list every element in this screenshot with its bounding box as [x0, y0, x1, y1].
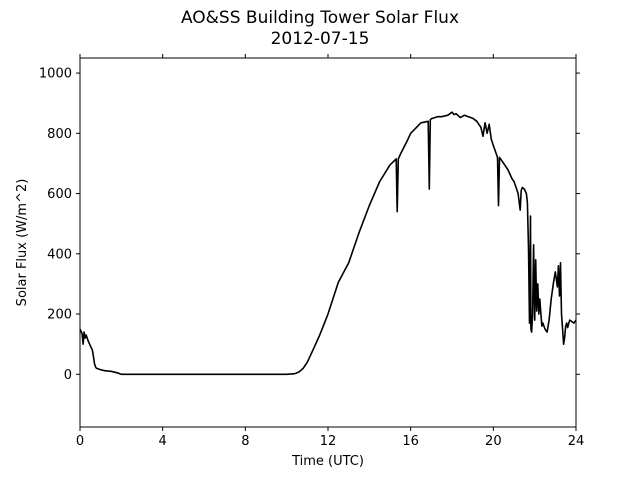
y-tick-label: 200 — [47, 308, 72, 323]
x-tick-label: 16 — [402, 434, 419, 449]
y-tick-label: 600 — [47, 187, 72, 202]
y-axis: 0 200 400 600 800 1000 — [39, 67, 580, 383]
chart-subtitle: 2012-07-15 — [270, 29, 370, 49]
y-tick-label: 800 — [47, 127, 72, 142]
x-tick-label: 8 — [241, 434, 249, 449]
x-axis: 0 4 8 12 16 20 24 — [76, 54, 584, 449]
chart-title: AO&SS Building Tower Solar Flux — [180, 8, 460, 28]
x-tick-label: 12 — [320, 434, 337, 449]
series-line — [79, 111, 577, 376]
x-tick-label: 4 — [159, 434, 167, 449]
y-tick-label: 400 — [47, 247, 72, 262]
plot-frame — [79, 57, 577, 428]
x-tick-label: 24 — [568, 434, 585, 449]
y-tick-label: 1000 — [39, 67, 72, 82]
x-tick-label: 0 — [76, 434, 84, 449]
y-axis-label: Solar Flux (W/m^2) — [15, 179, 30, 307]
x-axis-label: Time (UTC) — [291, 454, 364, 469]
x-tick-label: 20 — [485, 434, 502, 449]
y-tick-label: 0 — [64, 368, 72, 383]
